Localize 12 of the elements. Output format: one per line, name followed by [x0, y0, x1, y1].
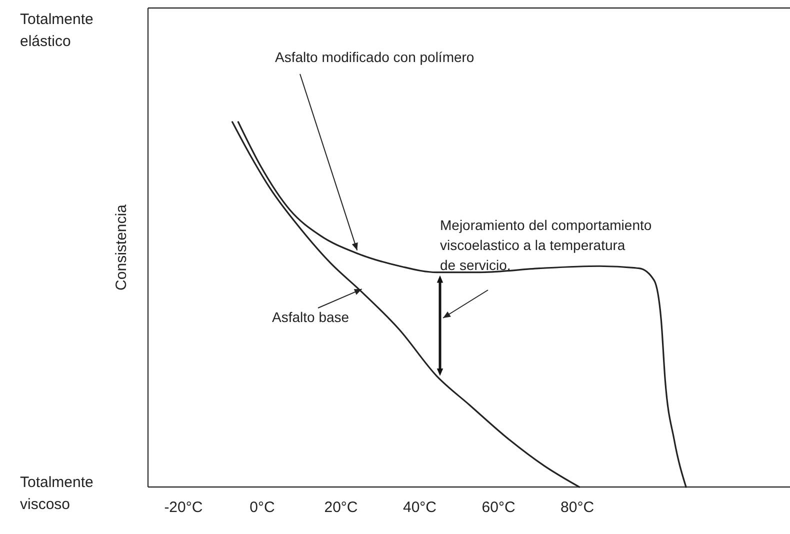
x-tick-label: -20°C — [164, 499, 203, 516]
annotation: Mejoramiento del comportamiento viscoelastico a la temperatura de servicio. — [440, 216, 652, 273]
y-axis-title: Consistencia — [113, 204, 130, 290]
x-tick-label: 0°C — [250, 499, 275, 516]
x-tick-label: 60°C — [482, 499, 516, 516]
text: Totalmente elástico — [20, 10, 94, 50]
x-tick-label: 20°C — [324, 499, 358, 516]
text: Totalmente viscoso — [20, 474, 94, 513]
x-tick-label: 40°C — [403, 499, 437, 516]
legend-label: Asfalto base — [272, 309, 350, 325]
x-tick-label: 80°C — [560, 499, 594, 516]
text: Asfalto modificado con polímero — [275, 49, 474, 65]
